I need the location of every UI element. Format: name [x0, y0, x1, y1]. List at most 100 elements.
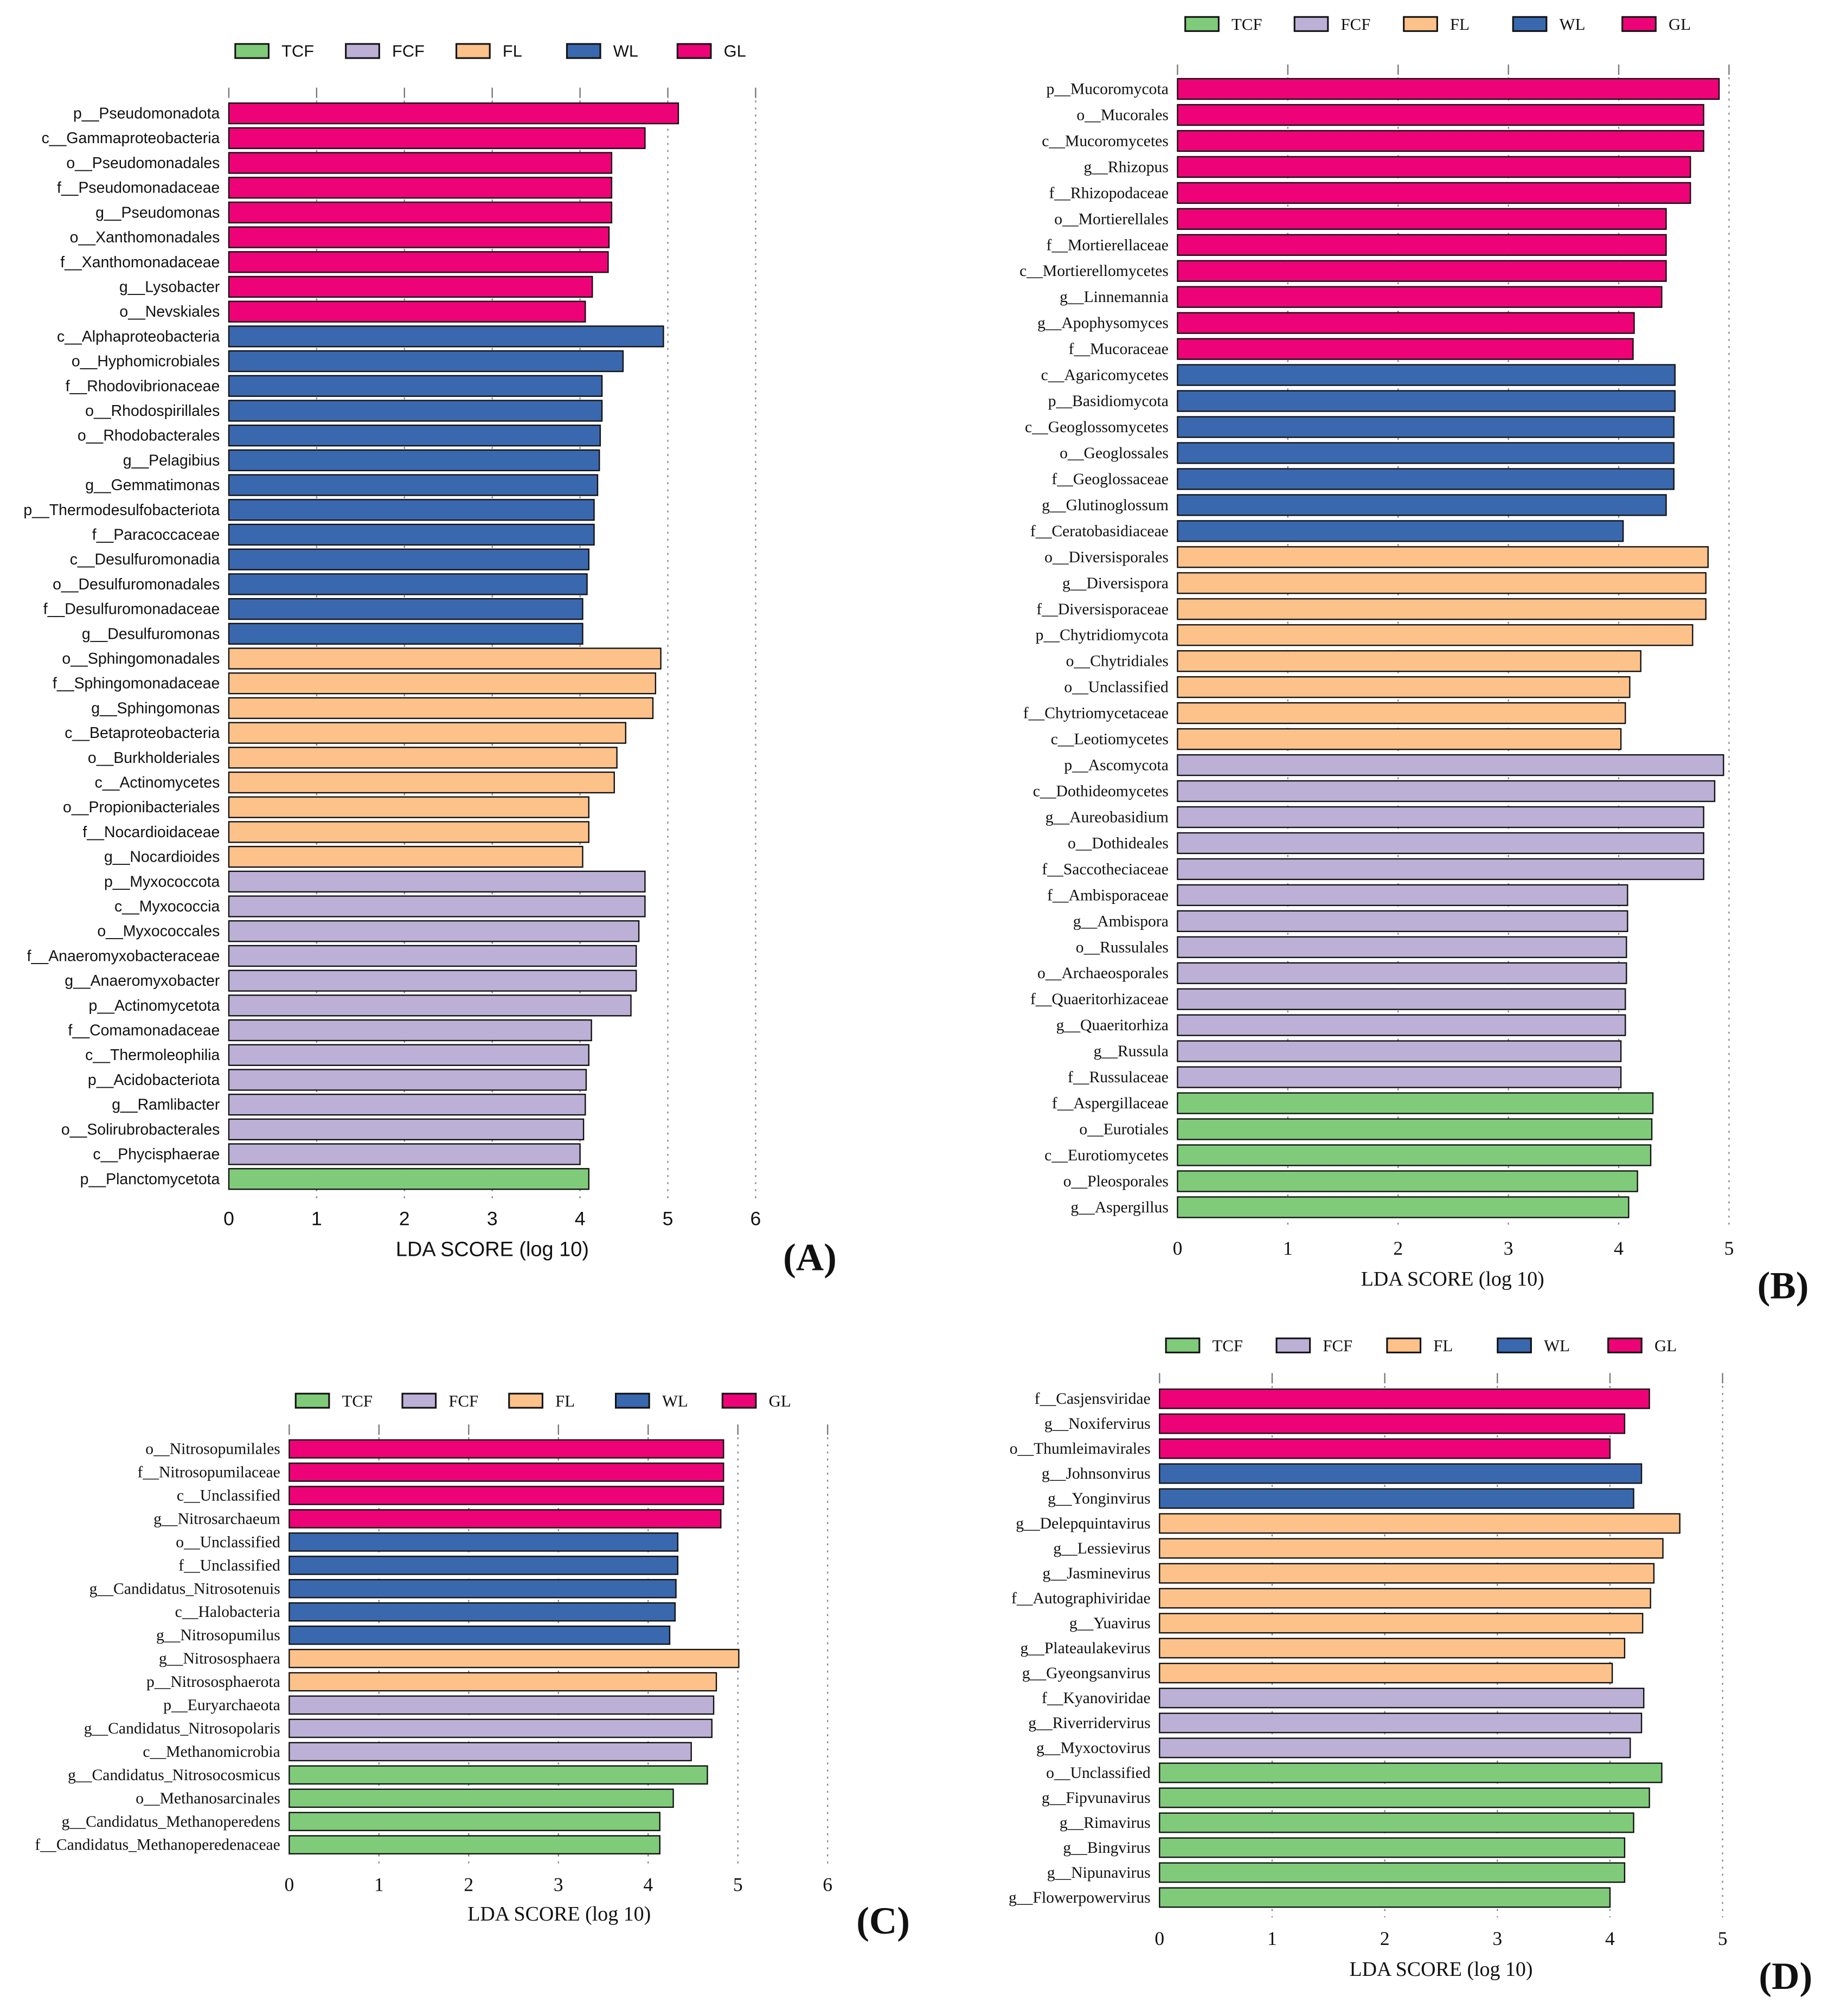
bar-gl — [288, 1462, 724, 1482]
bar-wl — [228, 548, 589, 570]
bar-label: p__Euryarchaeota — [163, 1697, 280, 1714]
bar-label: o__Unclassified — [176, 1533, 280, 1551]
bar-wl — [1177, 494, 1667, 516]
bar-label: o__Thumleimavirales — [1010, 1440, 1151, 1458]
bar-gl — [228, 226, 610, 248]
bar-label: f__Diversisporaceae — [1036, 601, 1168, 618]
bar-wl — [288, 1556, 679, 1575]
bar-label: o__Rhodobacterales — [78, 427, 220, 445]
bar-label: o__Rhodospirillales — [85, 402, 220, 420]
bar-gl — [228, 127, 646, 149]
legend-swatch-tcf — [294, 1392, 330, 1409]
bar-label: o__Desulfuromonadales — [53, 576, 220, 593]
bar-fcf — [228, 895, 646, 917]
x-tick-label: 3 — [1492, 1928, 1502, 1949]
bar-fcf — [1177, 832, 1704, 855]
bar-tcf — [1177, 1144, 1652, 1166]
legend-label: FCF — [448, 1392, 478, 1410]
legend-label: GL — [724, 42, 746, 61]
bar-label: g__Gyeongsanvirus — [1022, 1665, 1151, 1682]
bar-fcf — [1159, 1737, 1631, 1758]
x-axis-title: LDA SCORE (log 10) — [1349, 1958, 1532, 1981]
bar-gl — [1177, 208, 1667, 230]
x-tick-label: 1 — [374, 1874, 384, 1896]
bar-wl — [228, 350, 624, 373]
bar-label: g__Noxifervirus — [1044, 1415, 1151, 1433]
bar-fcf — [228, 1118, 585, 1141]
bar-label: p__Thermodesulfobacteriota — [23, 502, 220, 519]
legend-swatch-wl — [1497, 1337, 1532, 1353]
bar-label: g__Delepquintavirus — [1016, 1515, 1150, 1532]
legend-label: TCF — [1212, 1337, 1242, 1355]
bar-gl — [1177, 182, 1691, 204]
panel-label: (D) — [1759, 1955, 1812, 1998]
legend-swatch-fcf — [1293, 16, 1329, 32]
legend-label: GL — [769, 1392, 791, 1410]
bar-label: f__Paracoccaceae — [92, 526, 220, 543]
bar-fcf — [228, 1019, 592, 1042]
bar-fl — [1177, 676, 1631, 698]
bar-label: f__Comamonadaceae — [68, 1022, 220, 1039]
bar-label: p__Ascomycota — [1064, 757, 1169, 774]
bar-tcf — [1159, 1787, 1650, 1808]
bar-gl — [228, 177, 613, 199]
bar-tcf — [1177, 1170, 1638, 1192]
bar-wl — [228, 425, 601, 447]
legend-swatch-fcf — [401, 1392, 437, 1409]
bar-label: g__Ambispora — [1073, 913, 1169, 930]
legend-swatch-fl — [508, 1392, 543, 1409]
bar-fcf — [228, 945, 637, 967]
bar-label: f__Aspergillaceae — [1052, 1095, 1169, 1112]
bar-label: c__Unclassified — [177, 1487, 280, 1504]
bar-label: c__Mucoromycetes — [1042, 132, 1169, 150]
bar-fcf — [228, 1069, 587, 1091]
bar-label: f__Xanthomonadaceae — [60, 254, 220, 271]
bar-label: g__Glutinoglossum — [1042, 497, 1169, 514]
bar-label: f__Ambisporaceae — [1047, 887, 1169, 904]
bar-wl — [1159, 1488, 1634, 1509]
legend-swatch-fcf — [345, 43, 380, 59]
bar-tcf — [288, 1765, 708, 1785]
x-tick-label: 2 — [1380, 1928, 1390, 1949]
x-axis-title: LDA SCORE (log 10) — [467, 1903, 651, 1925]
bar-fcf — [1177, 780, 1716, 802]
bar-label: o__Solirubrobacterales — [61, 1121, 220, 1138]
bar-fl — [1177, 624, 1694, 646]
bar-label: f__Nocardioidaceae — [82, 824, 220, 841]
bar-fcf — [1177, 754, 1724, 776]
bar-label: g__Rimavirus — [1060, 1814, 1151, 1832]
bar-tcf — [1159, 1837, 1626, 1858]
bar-gl — [1177, 286, 1663, 308]
bar-fcf — [1177, 910, 1628, 932]
bar-wl — [228, 325, 664, 348]
legend-label: FCF — [392, 42, 425, 61]
bar-label: o__Unclassified — [1064, 679, 1169, 696]
bar-label: g__Pelagibius — [123, 452, 220, 469]
x-tick-label: 5 — [733, 1874, 743, 1896]
bar-label: g__Desulfuromonas — [82, 625, 220, 643]
bar-label: g__Candidatus_Nitrosopolaris — [84, 1720, 280, 1737]
bar-label: p__Mucoromycota — [1046, 81, 1168, 98]
bar-label: p__Acidobacteriota — [88, 1071, 220, 1089]
panel-label: (C) — [856, 1900, 910, 1942]
bar-tcf — [1159, 1762, 1663, 1783]
bar-label: g__Candidatus_Methanoperedens — [62, 1813, 280, 1831]
bar-fl — [228, 722, 626, 744]
legend-label: WL — [1544, 1337, 1570, 1355]
bar-label: g__Aureobasidium — [1046, 808, 1169, 826]
bar-label: g__Bingvirus — [1063, 1839, 1150, 1857]
bar-label: g__Johnsonvirus — [1042, 1465, 1151, 1482]
bar-fcf — [228, 1143, 581, 1165]
legend-label: TCF — [342, 1392, 373, 1410]
x-tick-label: 3 — [1504, 1237, 1513, 1259]
bar-gl — [1159, 1388, 1650, 1409]
bar-label: g__Nitrososphaera — [159, 1650, 280, 1667]
bar-label: f__Mucoraceae — [1069, 341, 1169, 358]
x-tick-label: 4 — [575, 1208, 586, 1230]
bar-label: g__Aspergillus — [1070, 1199, 1169, 1216]
bar-label: f__Ceratobasidiaceae — [1030, 523, 1169, 540]
bar-fl — [1159, 1613, 1644, 1634]
bar-fcf — [228, 994, 632, 1017]
bar-label: g__Nocardioides — [104, 849, 220, 866]
bar-wl — [228, 499, 595, 521]
